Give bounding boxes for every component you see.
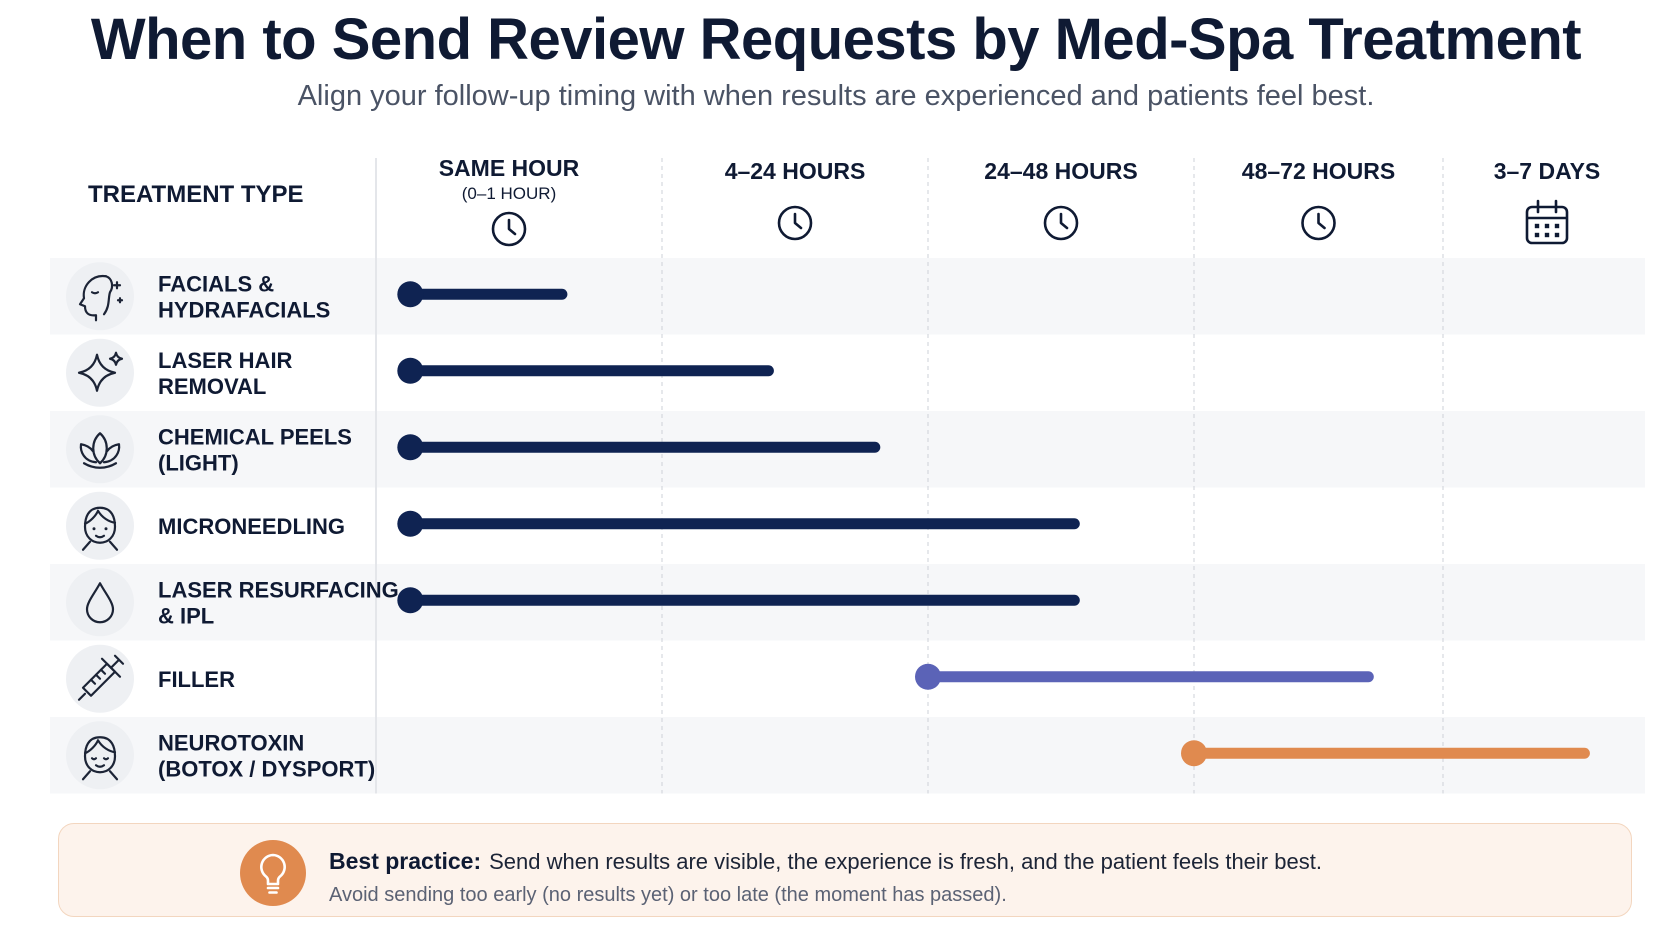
row-label: MICRONEEDLING (158, 514, 345, 539)
row-label: LASER HAIR REMOVAL (158, 348, 293, 399)
clock-icon (777, 205, 813, 241)
column-label: 4–24 HOURS (725, 158, 866, 184)
bar-start-marker (397, 357, 424, 384)
row-label: FACIALS & HYDRAFACIALS (158, 271, 330, 322)
column-sublabel: (0–1 HOUR) (462, 184, 556, 203)
face-calm-icon (66, 721, 134, 790)
clock-icon (491, 211, 527, 247)
page-subtitle: Align your follow-up timing with when re… (297, 80, 1375, 112)
timing-bar (397, 587, 1080, 614)
face-sparkle-icon (66, 262, 134, 331)
row-label: NEUROTOXIN (BOTOX / DYSPORT) (158, 730, 375, 781)
row-label: FILLER (158, 667, 235, 692)
row-label: CHEMICAL PEELS (LIGHT) (158, 424, 352, 475)
row-band (50, 334, 1645, 411)
bar-start-marker (397, 510, 424, 537)
row-header: TREATMENT TYPE (88, 181, 304, 208)
bar-start-marker (915, 663, 941, 690)
lightbulb-icon (240, 840, 306, 906)
row-band (50, 640, 1645, 717)
face-icon (66, 491, 134, 560)
best-practice-callout: Best practice: Send when results are visi… (58, 823, 1632, 917)
row-band (50, 258, 1645, 335)
timing-bar (397, 357, 774, 384)
column-label: 3–7 DAYS (1494, 158, 1601, 184)
timing-bar (397, 434, 881, 461)
bar-start-marker (397, 281, 424, 308)
page-title: When to Send Review Requests by Med-Spa … (90, 7, 1582, 72)
lotus-icon (66, 415, 134, 484)
column-label: SAME HOUR (439, 155, 580, 181)
row-label: LASER RESURFACING & IPL (158, 577, 399, 628)
sparkle-icon (66, 338, 134, 407)
tip-body: Send when results are visible, the exper… (489, 849, 1322, 874)
syringe-icon (66, 644, 134, 713)
timing-bar (397, 510, 1080, 537)
droplet-icon (66, 568, 134, 637)
bar-start-marker (397, 587, 424, 614)
bar-start-marker (397, 434, 424, 461)
clock-icon (1301, 205, 1336, 241)
timing-bar (915, 663, 1374, 690)
tip-heading: Best practice: (329, 848, 482, 874)
tip-text: Best practice: Send when results are visi… (329, 848, 1322, 875)
timing-bar (1181, 740, 1590, 767)
column-label: 24–48 HOURS (984, 158, 1137, 184)
bar-start-marker (1181, 740, 1207, 767)
clock-icon (1043, 205, 1079, 241)
calendar-icon (1525, 199, 1569, 245)
column-label: 48–72 HOURS (1242, 158, 1395, 184)
timing-bar (397, 281, 568, 308)
tip-subtext: Avoid sending too early (no results yet)… (329, 884, 1007, 906)
